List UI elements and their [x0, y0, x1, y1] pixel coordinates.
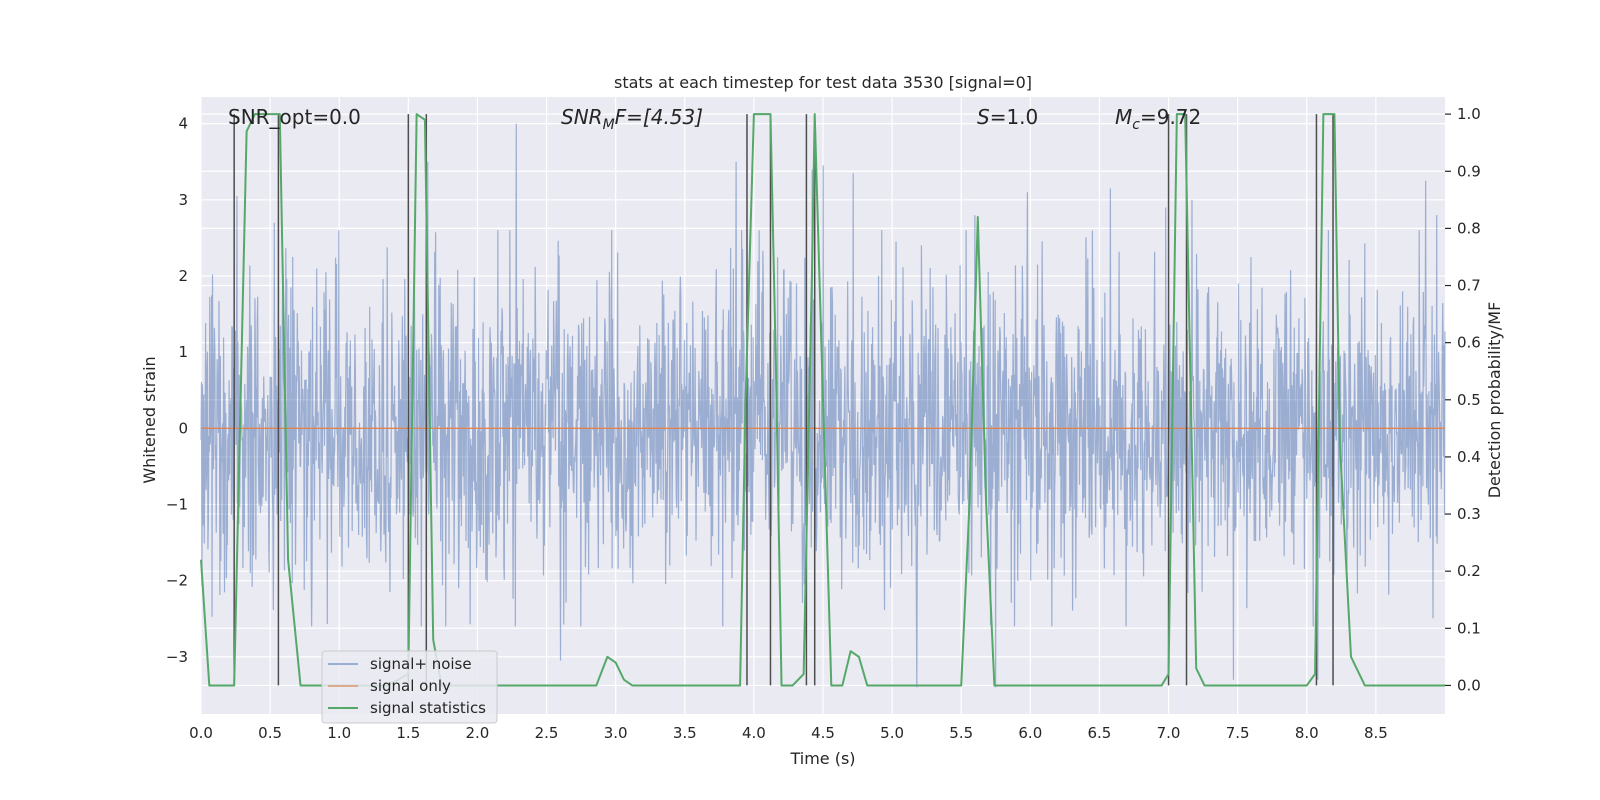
x-tick-label: 4.5 — [811, 724, 835, 742]
x-tick-label: 4.0 — [742, 724, 766, 742]
legend: signal+ noise signal only signal statist… — [321, 650, 498, 724]
y-right-axis-ticks: 0.0 0.1 0.2 0.3 0.4 0.5 0.6 0.7 0.8 0.9 1.0 — [1445, 105, 1481, 694]
x-tick-label: 5.0 — [880, 724, 904, 742]
y-left-tick-label: 3 — [178, 191, 188, 209]
x-tick-label: 6.0 — [1018, 724, 1042, 742]
y-right-tick-label: 0.7 — [1457, 277, 1481, 295]
legend-label-noise: signal+ noise — [370, 655, 472, 673]
x-tick-label: 1.5 — [396, 724, 420, 742]
y-right-tick-label: 0.1 — [1457, 619, 1481, 637]
x-tick-label: 8.5 — [1364, 724, 1388, 742]
y-right-tick-label: 0.4 — [1457, 448, 1481, 466]
x-tick-label: 6.5 — [1088, 724, 1112, 742]
x-axis-label: Time (s) — [789, 749, 855, 768]
x-tick-label: 7.5 — [1226, 724, 1250, 742]
x-tick-label: 1.0 — [327, 724, 351, 742]
y-left-tick-label: 0 — [178, 419, 188, 437]
y-right-tick-label: 0.5 — [1457, 391, 1481, 409]
signal-statistics-series — [200, 113, 1445, 687]
y-left-tick-label: 1 — [178, 343, 188, 361]
annotation-s: S=1.0 — [977, 105, 1038, 129]
y-left-axis-ticks: −3 −2 −1 0 1 2 3 4 — [166, 115, 188, 666]
y-left-tick-label: −2 — [166, 572, 188, 590]
annotation-snr-mf: SNRMF=[4.53] — [561, 105, 703, 133]
x-tick-label: 3.5 — [673, 724, 697, 742]
y-right-tick-label: 0.0 — [1457, 676, 1481, 694]
x-tick-label: 8.0 — [1295, 724, 1319, 742]
y-right-tick-label: 0.9 — [1457, 162, 1481, 180]
y-left-tick-label: −3 — [166, 648, 188, 666]
annotation-snr-opt: SNR_opt=0.0 — [228, 105, 361, 129]
x-tick-label: 3.0 — [604, 724, 628, 742]
y-right-tick-label: 0.6 — [1457, 334, 1481, 352]
y-left-axis-label: Whitened strain — [140, 356, 159, 483]
x-tick-label: 7.0 — [1157, 724, 1181, 742]
x-axis-ticks: 0.0 0.5 1.0 1.5 2.0 2.5 3.0 3.5 4.0 4.5 5.0 5.5 6.0 6… — [189, 724, 1388, 742]
y-left-tick-label: 4 — [178, 115, 188, 133]
chart-title: stats at each timestep for test data 353… — [614, 73, 1032, 92]
legend-box — [321, 650, 498, 724]
x-tick-label: 0.0 — [189, 724, 213, 742]
legend-label-signal: signal only — [370, 677, 451, 695]
y-left-tick-label: 2 — [178, 267, 188, 285]
x-tick-label: 2.5 — [535, 724, 559, 742]
y-right-tick-label: 0.3 — [1457, 505, 1481, 523]
x-tick-label: 0.5 — [258, 724, 282, 742]
y-left-tick-label: −1 — [166, 496, 188, 514]
annotation-mc: Mc=9.72 — [1115, 105, 1201, 133]
legend-label-statistics: signal statistics — [370, 699, 486, 717]
x-tick-label: 2.0 — [466, 724, 490, 742]
y-right-tick-label: 1.0 — [1457, 105, 1481, 123]
x-tick-label: 5.5 — [949, 724, 973, 742]
y-right-tick-label: 0.8 — [1457, 219, 1481, 237]
y-right-axis-label: Detection probability/MF — [1485, 302, 1504, 499]
y-right-tick-label: 0.2 — [1457, 562, 1481, 580]
